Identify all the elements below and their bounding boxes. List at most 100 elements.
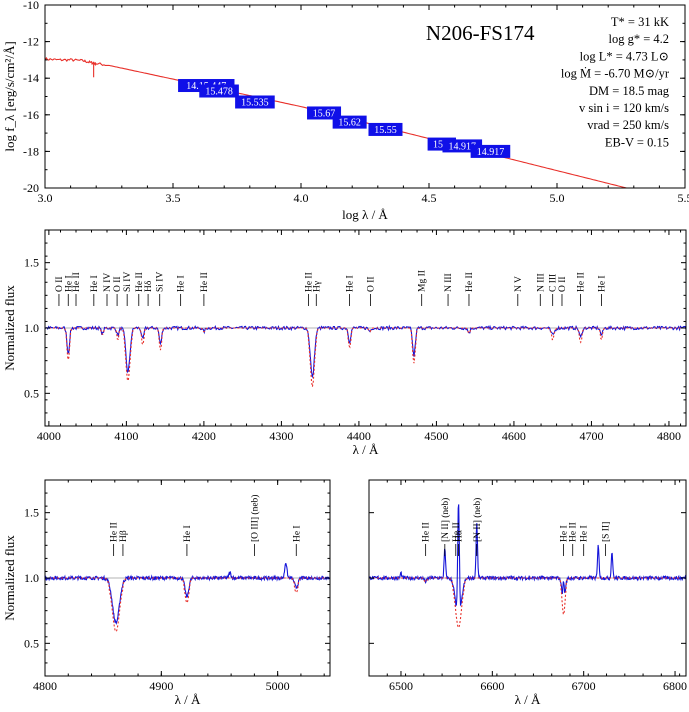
line-id-label: [S II]	[602, 522, 612, 542]
hbeta-ytick-label: 1.0	[24, 571, 39, 585]
halpha-model-spectrum	[369, 577, 686, 629]
line-id-label: O II	[55, 276, 65, 292]
hbeta-ylabel: Normalized flux	[2, 535, 17, 621]
photometry-box	[470, 144, 511, 158]
line-id-label: He I	[580, 525, 590, 542]
halpha-plot-area	[369, 504, 686, 629]
photometry-box	[332, 115, 367, 129]
halpha-observed-spectrum	[369, 504, 686, 608]
sed-ytick-label: -18	[23, 144, 39, 158]
stellar-parameter: EB-V = 0.15	[605, 135, 669, 149]
stellar-parameter: T* = 31 kK	[611, 15, 669, 29]
line-id-label: Mg II	[418, 270, 428, 292]
hbeta-model-spectrum	[45, 577, 330, 633]
line-id-label: He II	[72, 272, 82, 292]
photometry-box	[199, 84, 239, 98]
line-id-label: He I	[177, 275, 187, 292]
sed-xtick-label: 3.5	[166, 191, 181, 205]
halpha-xtick-label: 6700	[572, 679, 596, 693]
blue-optical-xlabel: λ / Å	[353, 442, 379, 457]
line-id-label: N IV	[103, 273, 113, 292]
line-id-label: Hγ	[312, 281, 322, 292]
blue-optical-ytick-label: 0.5	[24, 386, 39, 400]
stellar-parameter: log g* = 4.2	[608, 32, 669, 46]
sed-ylabel: log f_λ [erg/s/cm²/Å]	[2, 41, 17, 151]
stellar-parameter: DM = 18.5 mag	[589, 84, 670, 98]
line-id-label: He I	[90, 275, 100, 292]
line-id-label: [O III] (neb)	[249, 495, 260, 542]
sed-ytick-label: -12	[23, 35, 39, 49]
blue-optical-xtick-label: 4300	[269, 429, 293, 443]
line-id-label: Hα	[455, 530, 465, 542]
line-id-label: He I	[598, 275, 608, 292]
stellar-parameter: log Ṁ = -6.70 M⊙/yr	[561, 67, 670, 81]
line-id-label: He II	[452, 522, 462, 542]
line-id-label: [N II] (neb)	[440, 498, 451, 542]
line-id-label: He I	[183, 525, 193, 542]
photometry-box	[368, 122, 403, 136]
line-id-label: He I	[64, 275, 74, 292]
blue-optical-observed-spectrum	[45, 324, 686, 379]
hbeta-observed-spectrum	[45, 562, 330, 625]
line-id-label: He II	[135, 272, 145, 292]
hbeta-ytick-label: 1.5	[24, 506, 39, 520]
line-id-label: N III	[444, 273, 454, 292]
sed-xtick-label: 5.0	[550, 191, 565, 205]
blue-optical-xtick-label: 4500	[424, 429, 448, 443]
blue-optical-plot-area	[45, 324, 686, 387]
line-id-label: Si IV	[123, 272, 133, 292]
blue-optical-ytick-label: 1.5	[24, 256, 39, 270]
line-id-label: Hδ	[144, 280, 154, 292]
sed-ytick-label: -14	[23, 71, 39, 85]
blue-optical-xtick-label: 4700	[579, 429, 603, 443]
photometry-label: 14.917	[449, 141, 477, 152]
hbeta-ytick-label: 0.5	[24, 636, 39, 650]
line-id-label: He II	[110, 522, 120, 542]
halpha-xlabel: λ / Å	[515, 692, 541, 707]
hbeta-plot-area	[45, 562, 330, 633]
line-id-label: He I	[346, 275, 356, 292]
blue-optical-xtick-label: 4400	[347, 429, 371, 443]
line-id-label: He II	[569, 522, 579, 542]
hbeta-xtick-label: 4900	[149, 679, 173, 693]
photometry-box	[307, 106, 342, 120]
halpha-xtick-label: 6800	[663, 679, 687, 693]
line-id-label: Hβ	[119, 530, 129, 542]
line-id-label: He I	[560, 525, 570, 542]
photometry-label: 15.55	[374, 125, 397, 136]
sed-xtick-label: 3.0	[38, 191, 53, 205]
line-id-label: He II	[305, 272, 315, 292]
photometry-label: 15.67	[313, 108, 336, 119]
stellar-parameter: log L* = 4.73 L⊙	[580, 49, 669, 63]
photometry-label: 15.535	[241, 97, 269, 108]
line-id-label: O II	[367, 276, 377, 292]
line-id-label: He II	[465, 272, 475, 292]
blue-optical-xtick-label: 4000	[37, 429, 61, 443]
hbeta-xlabel: λ / Å	[175, 692, 201, 707]
line-id-label: N III	[536, 273, 546, 292]
hbeta-xtick-label: 4800	[33, 679, 57, 693]
photometry-label: 15.62	[338, 118, 361, 129]
line-id-label: O II	[113, 276, 123, 292]
blue-optical-xtick-label: 4100	[114, 429, 138, 443]
sed-ytick-label: -16	[23, 108, 39, 122]
line-id-label: [N II] (neb)	[472, 498, 483, 542]
line-id-label: Si IV	[156, 272, 166, 292]
halpha-xtick-label: 6500	[389, 679, 413, 693]
stellar-parameter: v sin i = 120 km/s	[579, 101, 669, 115]
line-id-label: O II	[558, 276, 568, 292]
stellar-parameter: vrad = 250 km/s	[587, 118, 669, 132]
halpha-xtick-label: 6600	[480, 679, 504, 693]
sed-xtick-label: 4.0	[294, 191, 309, 205]
sed-xlabel: log λ / Å	[342, 207, 388, 222]
line-id-label: He I	[292, 525, 302, 542]
line-id-label: He II	[577, 272, 587, 292]
blue-optical-model-spectrum	[45, 327, 686, 387]
blue-optical-xtick-label: 4800	[657, 429, 681, 443]
blue-optical-xtick-label: 4600	[502, 429, 526, 443]
sed-ytick-label: -10	[23, 0, 39, 12]
photometry-label: 14.917	[477, 147, 505, 158]
photometry-label: 15.478	[205, 87, 233, 98]
photometry-label: 15.8	[433, 140, 451, 151]
